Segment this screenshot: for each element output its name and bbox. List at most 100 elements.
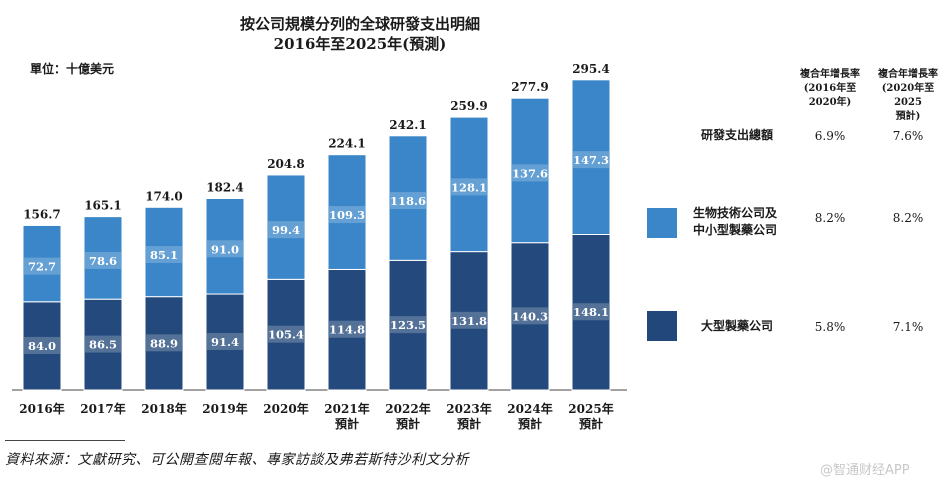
x-tick-label-9-line1: 2025年: [568, 401, 613, 416]
bar-large-9: [571, 233, 611, 391]
x-tick-label-3-line1: 2019年: [202, 401, 247, 416]
bar-value-label-large-4: 105.4: [268, 328, 304, 342]
source-note: 資料來源：文獻研究、可公開查閱年報、專家訪談及弗若斯特沙利文分析: [5, 452, 469, 468]
bar-value-label-large-7: 131.8: [451, 314, 487, 328]
bar-total-label-2: 174.0: [145, 189, 183, 203]
cagr-header-2016-2020-line2: (2016年至2020年): [803, 83, 857, 108]
bar-total-label-7: 259.9: [450, 99, 488, 113]
unit-label: 單位：十億美元: [30, 62, 115, 76]
bar-total-label-8: 277.9: [511, 80, 549, 94]
bar-label-box-bio-3: [207, 240, 243, 258]
bar-large-4: [266, 278, 306, 391]
cagr-total-2016-2020: 6.9%: [814, 129, 846, 143]
x-tick-label-7-line1: 2023年: [446, 401, 491, 416]
bar-total-label-0: 156.7: [23, 207, 61, 221]
bar-value-label-large-3: 91.4: [211, 335, 239, 349]
bar-value-label-large-1: 86.5: [89, 338, 117, 352]
chart-title-line2: 2016年至2025年(預測): [273, 35, 447, 53]
bar-value-label-large-0: 84.0: [28, 339, 56, 353]
bar-bio-9: [571, 79, 611, 235]
cagr-large-2020-2025: 7.1%: [892, 320, 924, 334]
bar-label-box-bio-7: [451, 178, 487, 196]
bar-value-label-bio-7: 128.1: [451, 180, 487, 194]
x-tick-label-2-line1: 2018年: [141, 401, 186, 416]
cagr-header-2016-2020-line1: 複合年增長率: [800, 69, 860, 80]
cagr-large-2016-2020: 5.8%: [814, 320, 846, 334]
bar-label-box-bio-2: [146, 245, 182, 263]
bar-label-box-bio-4: [268, 221, 304, 239]
bar-label-box-large-3: [207, 333, 243, 351]
x-tick-label-7-line2: 預計: [457, 416, 481, 431]
x-tick-label-4-line1: 2020年: [263, 401, 308, 416]
source-divider: [5, 440, 125, 441]
cagr-total-2020-2025: 7.6%: [892, 129, 924, 143]
bar-value-label-bio-1: 78.6: [89, 254, 117, 268]
x-tick-label-9-line2: 預計: [579, 416, 603, 431]
bar-value-label-bio-6: 118.6: [390, 194, 426, 208]
bar-value-label-bio-5: 109.3: [329, 208, 365, 222]
x-tick-label-8-line1: 2024年: [507, 401, 552, 416]
bar-bio-3: [205, 197, 245, 295]
x-tick-label-8-line2: 預計: [518, 416, 542, 431]
bar-bio-0: [22, 224, 62, 303]
bar-bio-8: [510, 97, 550, 244]
x-tick-label-6-line2: 預計: [396, 416, 420, 431]
bar-bio-1: [83, 216, 123, 300]
legend-label-large-text: 大型製藥公司: [701, 319, 774, 333]
bar-value-label-bio-3: 91.0: [211, 242, 239, 256]
bar-value-label-large-6: 123.5: [390, 318, 426, 332]
bar-label-box-large-4: [268, 325, 304, 343]
bar-label-box-large-2: [146, 334, 182, 352]
legend-swatch-bio: [647, 208, 677, 238]
bar-value-label-bio-8: 137.6: [512, 166, 548, 180]
bar-large-2: [144, 296, 184, 391]
bar-bio-2: [144, 206, 184, 298]
x-tick-label-6-line1: 2022年: [385, 401, 430, 416]
bar-total-label-5: 224.1: [328, 137, 366, 151]
bar-label-box-large-6: [390, 316, 426, 334]
bar-total-label-4: 204.8: [267, 157, 305, 171]
bar-label-box-bio-0: [24, 257, 60, 275]
bar-total-label-1: 165.1: [84, 199, 122, 213]
legend-label-bio: 生物技術公司及 中小型製藥公司: [693, 205, 777, 239]
bar-total-label-3: 182.4: [206, 180, 244, 194]
bar-value-label-bio-0: 72.7: [28, 260, 56, 274]
bar-label-box-large-9: [573, 303, 609, 321]
bar-value-label-large-2: 88.9: [150, 336, 178, 350]
bar-large-7: [449, 251, 489, 391]
cagr-header-2020-2025-line2: (2020年至2025: [881, 83, 935, 108]
chart-title-line1: 按公司規模分列的全球研發支出明細: [239, 15, 480, 33]
bar-label-box-bio-6: [390, 192, 426, 210]
bar-value-label-bio-2: 85.1: [150, 248, 178, 262]
cagr-bio-2016-2020: 8.2%: [814, 211, 846, 225]
bar-value-label-large-9: 148.1: [573, 305, 609, 319]
bar-bio-7: [449, 116, 489, 253]
bar-label-box-bio-5: [329, 206, 365, 224]
bar-label-box-large-5: [329, 320, 365, 338]
bar-value-label-large-8: 140.3: [512, 309, 548, 323]
legend-swatch-large: [647, 311, 677, 341]
bar-large-0: [22, 301, 62, 391]
bar-label-box-bio-9: [573, 151, 609, 169]
bar-label-box-bio-1: [85, 251, 121, 269]
bar-total-label-6: 242.1: [389, 118, 427, 132]
bar-label-box-bio-8: [512, 164, 548, 182]
cagr-header-2020-2025-line3: 預計): [895, 111, 921, 122]
cagr-header-2020-2025-line1: 複合年增長率: [878, 69, 938, 80]
bar-label-box-large-0: [24, 336, 60, 354]
x-tick-label-5-line1: 2021年: [324, 401, 369, 416]
bar-total-label-9: 295.4: [572, 62, 610, 76]
x-tick-label-1-line1: 2017年: [80, 401, 125, 416]
watermark: @智通财经APP: [820, 463, 910, 478]
legend-label-bio-line1: 生物技術公司及: [693, 206, 778, 220]
bar-bio-5: [327, 154, 367, 270]
bar-label-box-large-8: [512, 307, 548, 325]
x-tick-label-5-line2: 預計: [335, 416, 359, 431]
legend-label-total: 研發支出總額: [701, 127, 773, 144]
bar-value-label-bio-9: 147.3: [573, 153, 609, 167]
legend-label-large: 大型製藥公司: [701, 318, 773, 335]
bar-value-label-bio-4: 99.4: [272, 223, 300, 237]
x-tick-label-0-line1: 2016年: [19, 401, 64, 416]
legend-label-total-text: 研發支出總額: [701, 128, 774, 142]
